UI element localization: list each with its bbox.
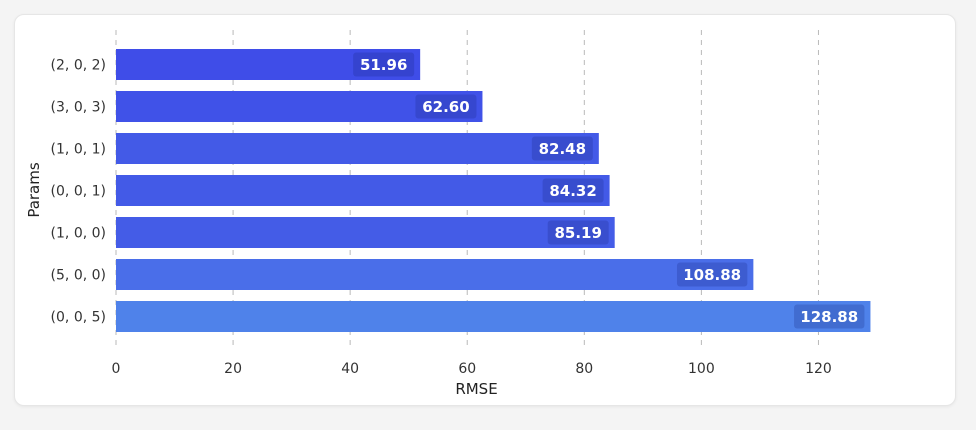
value-labels: 51.96 62.60 82.48 84.32 85.19 108.88 128.88 — [353, 52, 865, 329]
grid-lines — [115, 30, 819, 348]
bars — [116, 49, 871, 332]
x-tick-labels: 0 20 40 60 80 100 120 — [112, 361, 832, 377]
value-label: 51.96 — [360, 56, 407, 74]
value-label-bg — [353, 52, 415, 77]
value-label-bg — [676, 262, 748, 287]
x-tick-label: 100 — [688, 361, 715, 377]
y-tick-label: (0, 0, 5) — [51, 310, 106, 326]
value-label-bg — [415, 94, 477, 119]
bar — [116, 301, 871, 332]
y-tick-label: (5, 0, 0) — [51, 268, 106, 284]
bar — [116, 49, 421, 80]
x-tick-label: 80 — [575, 361, 593, 377]
value-label-bg — [531, 136, 593, 161]
x-axis-title: RMSE — [455, 380, 497, 398]
x-tick-label: 0 — [112, 361, 121, 377]
x-tick-label: 40 — [341, 361, 359, 377]
value-label: 108.88 — [683, 266, 741, 284]
value-label-bg — [547, 220, 609, 245]
x-tick-label: 60 — [458, 361, 476, 377]
value-label: 82.48 — [539, 140, 586, 158]
y-tick-label: (1, 0, 1) — [51, 142, 106, 158]
bar — [116, 217, 615, 248]
x-tick-label: 20 — [224, 361, 242, 377]
bar — [116, 175, 610, 206]
value-label-bg — [794, 304, 865, 329]
y-tick-label: (2, 0, 2) — [51, 58, 106, 74]
y-tick-label: (0, 0, 1) — [51, 184, 106, 200]
value-label: 62.60 — [422, 98, 469, 116]
x-tick-label: 120 — [805, 361, 832, 377]
y-tick-label: (1, 0, 0) — [51, 226, 106, 242]
y-axis-title: Params — [25, 162, 43, 218]
bar — [116, 259, 754, 290]
y-tick-labels: (2, 0, 2) (3, 0, 3) (1, 0, 1) (0, 0, 1) (1, … — [51, 58, 106, 326]
value-label: 84.32 — [549, 182, 596, 200]
value-label-bg — [542, 178, 604, 203]
bar — [116, 133, 599, 164]
y-tick-label: (3, 0, 3) — [51, 100, 106, 116]
bar — [116, 91, 483, 122]
value-label: 85.19 — [554, 224, 601, 242]
value-label: 128.88 — [800, 308, 858, 326]
